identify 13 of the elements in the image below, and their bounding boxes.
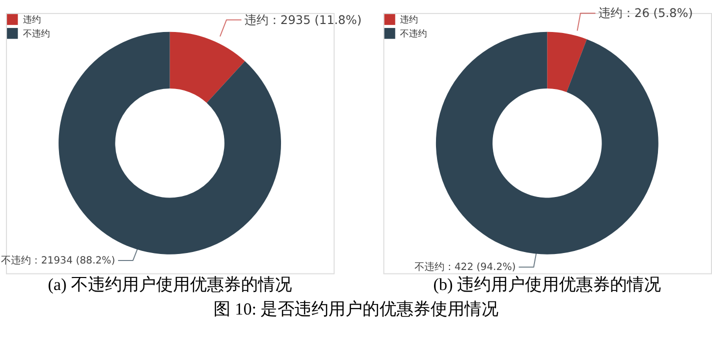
data-label: 不违约：422 (94.2%) bbox=[414, 261, 516, 274]
data-label: 违约：2935 (11.8%) bbox=[244, 12, 362, 27]
donut-slice bbox=[547, 32, 587, 92]
caption: 图 10: 是否违约用户的优惠券使用情况 bbox=[214, 299, 499, 318]
legend-label: 不违约 bbox=[400, 28, 428, 40]
text: (a) 不违约用户使用优惠券的情况 bbox=[48, 275, 292, 294]
legend-label: 不违约 bbox=[22, 28, 50, 40]
data-label: 不违约：21934 (88.2%) bbox=[1, 254, 116, 266]
donut-slice bbox=[170, 32, 245, 103]
legend-label: 违约 bbox=[400, 14, 418, 26]
legend-label: 违约 bbox=[22, 14, 41, 26]
data-label: 违约：26 (5.8%) bbox=[598, 6, 693, 20]
text: (b) 违约用户使用优惠券的情况 bbox=[433, 275, 662, 294]
